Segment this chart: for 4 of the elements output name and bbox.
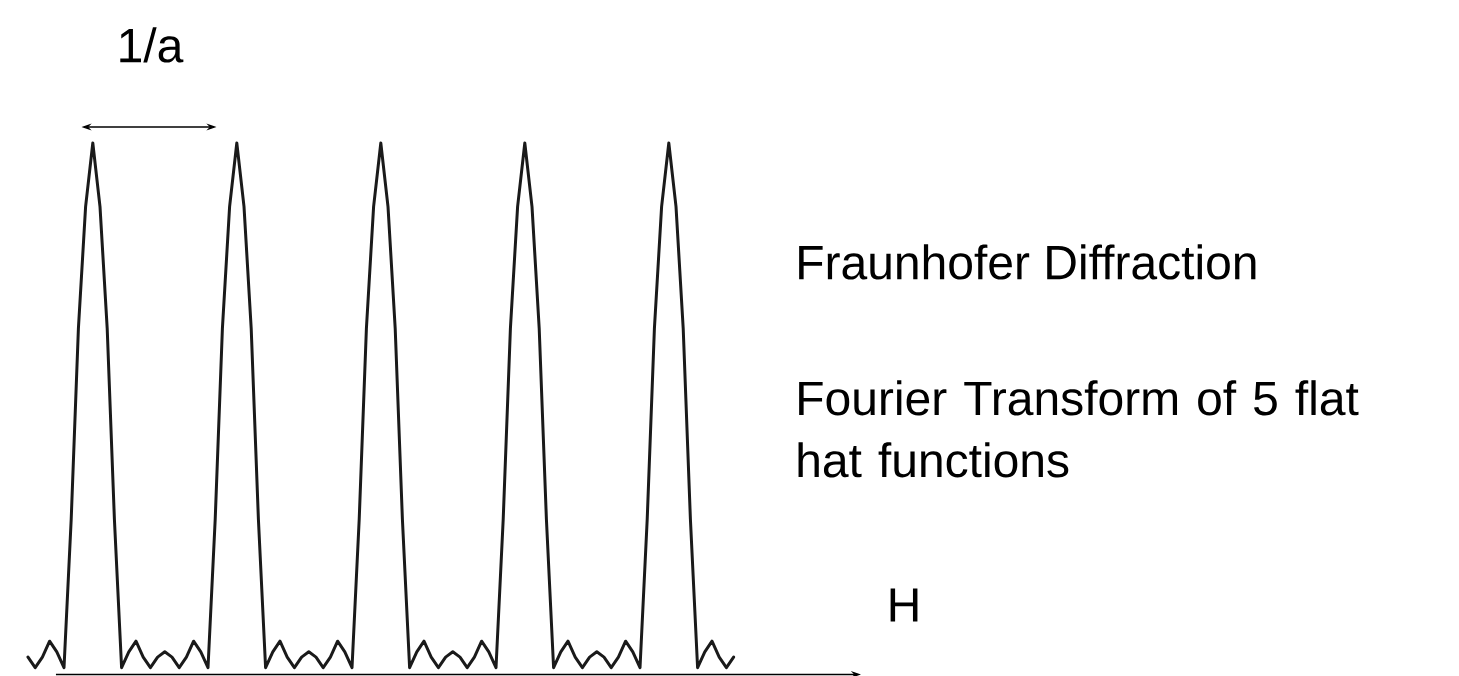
text: Fraunhofer Diffraction <box>799 244 1256 280</box>
text: Fourier Transform of 5 flat hat functions <box>798 380 1359 478</box>
x-axis-title: H <box>890 588 918 622</box>
text: 1/a <box>120 27 184 63</box>
